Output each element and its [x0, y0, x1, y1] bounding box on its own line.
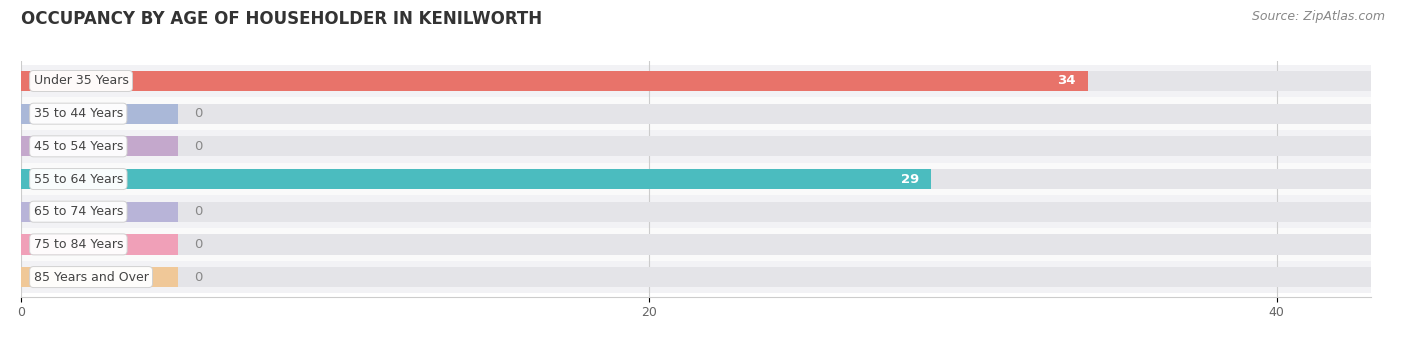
Circle shape	[17, 76, 25, 86]
Text: 45 to 54 Years: 45 to 54 Years	[34, 140, 122, 153]
Bar	[21, 104, 1371, 124]
Circle shape	[1367, 76, 1375, 86]
Circle shape	[17, 207, 25, 217]
Bar	[21, 202, 1371, 222]
Bar	[21, 261, 1371, 293]
Bar	[21, 163, 1371, 195]
Circle shape	[1367, 141, 1375, 151]
Circle shape	[17, 174, 25, 184]
Circle shape	[1367, 239, 1375, 250]
Text: 29: 29	[901, 173, 920, 186]
Bar	[21, 136, 179, 157]
Circle shape	[1367, 272, 1375, 282]
Text: 0: 0	[194, 238, 202, 251]
Text: Under 35 Years: Under 35 Years	[34, 74, 128, 88]
Text: 75 to 84 Years: 75 to 84 Years	[34, 238, 124, 251]
Circle shape	[1367, 207, 1375, 217]
Bar	[21, 65, 1371, 97]
Circle shape	[17, 239, 25, 250]
Bar	[21, 234, 179, 254]
Text: Source: ZipAtlas.com: Source: ZipAtlas.com	[1251, 10, 1385, 23]
Text: 65 to 74 Years: 65 to 74 Years	[34, 205, 122, 218]
Circle shape	[1367, 108, 1375, 119]
Bar	[21, 136, 1371, 157]
Text: 0: 0	[194, 270, 202, 284]
Text: OCCUPANCY BY AGE OF HOUSEHOLDER IN KENILWORTH: OCCUPANCY BY AGE OF HOUSEHOLDER IN KENIL…	[21, 10, 543, 28]
Circle shape	[17, 141, 25, 151]
Text: 55 to 64 Years: 55 to 64 Years	[34, 173, 122, 186]
Circle shape	[17, 272, 25, 282]
Bar	[21, 104, 179, 124]
Text: 0: 0	[194, 107, 202, 120]
Text: 0: 0	[194, 205, 202, 218]
Circle shape	[1367, 174, 1375, 184]
Bar	[21, 97, 1371, 130]
Text: 34: 34	[1057, 74, 1076, 88]
Text: 35 to 44 Years: 35 to 44 Years	[34, 107, 122, 120]
Text: 0: 0	[194, 140, 202, 153]
Bar	[21, 71, 1371, 91]
Bar	[21, 228, 1371, 261]
Text: 85 Years and Over: 85 Years and Over	[34, 270, 149, 284]
Bar	[21, 195, 1371, 228]
Bar	[21, 202, 179, 222]
Bar	[21, 130, 1371, 163]
Circle shape	[17, 108, 25, 119]
Bar	[21, 71, 1088, 91]
Bar	[21, 267, 179, 287]
Bar	[21, 267, 1371, 287]
Bar	[21, 234, 1371, 254]
Bar	[21, 169, 1371, 189]
Bar	[21, 169, 931, 189]
